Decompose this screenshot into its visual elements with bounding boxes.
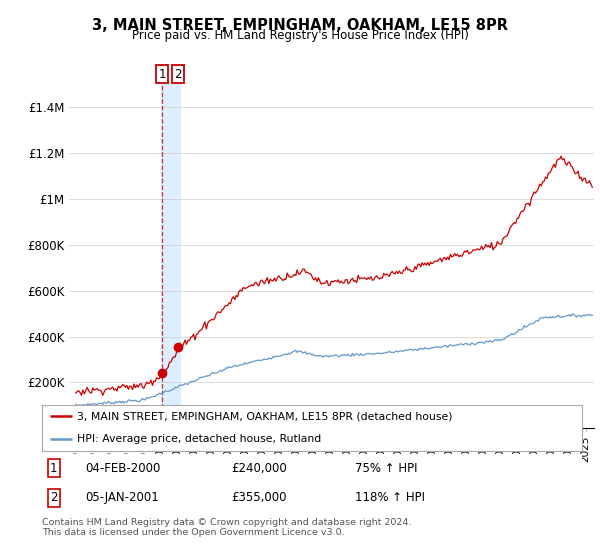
Text: 2: 2 bbox=[50, 491, 58, 504]
Text: 118% ↑ HPI: 118% ↑ HPI bbox=[355, 491, 425, 504]
Text: 2: 2 bbox=[174, 68, 182, 81]
Text: £240,000: £240,000 bbox=[231, 462, 287, 475]
Text: 04-FEB-2000: 04-FEB-2000 bbox=[85, 462, 161, 475]
Bar bbox=[161, 84, 180, 428]
Text: 1: 1 bbox=[50, 462, 58, 475]
Text: Contains HM Land Registry data © Crown copyright and database right 2024.
This d: Contains HM Land Registry data © Crown c… bbox=[42, 518, 412, 538]
Text: HPI: Average price, detached house, Rutland: HPI: Average price, detached house, Rutl… bbox=[77, 435, 322, 444]
Text: 05-JAN-2001: 05-JAN-2001 bbox=[85, 491, 159, 504]
Text: 75% ↑ HPI: 75% ↑ HPI bbox=[355, 462, 418, 475]
Text: 3, MAIN STREET, EMPINGHAM, OAKHAM, LE15 8PR (detached house): 3, MAIN STREET, EMPINGHAM, OAKHAM, LE15 … bbox=[77, 412, 452, 421]
Text: 3, MAIN STREET, EMPINGHAM, OAKHAM, LE15 8PR: 3, MAIN STREET, EMPINGHAM, OAKHAM, LE15 … bbox=[92, 18, 508, 33]
Text: 1: 1 bbox=[158, 68, 166, 81]
Text: £355,000: £355,000 bbox=[231, 491, 287, 504]
Text: Price paid vs. HM Land Registry's House Price Index (HPI): Price paid vs. HM Land Registry's House … bbox=[131, 29, 469, 42]
